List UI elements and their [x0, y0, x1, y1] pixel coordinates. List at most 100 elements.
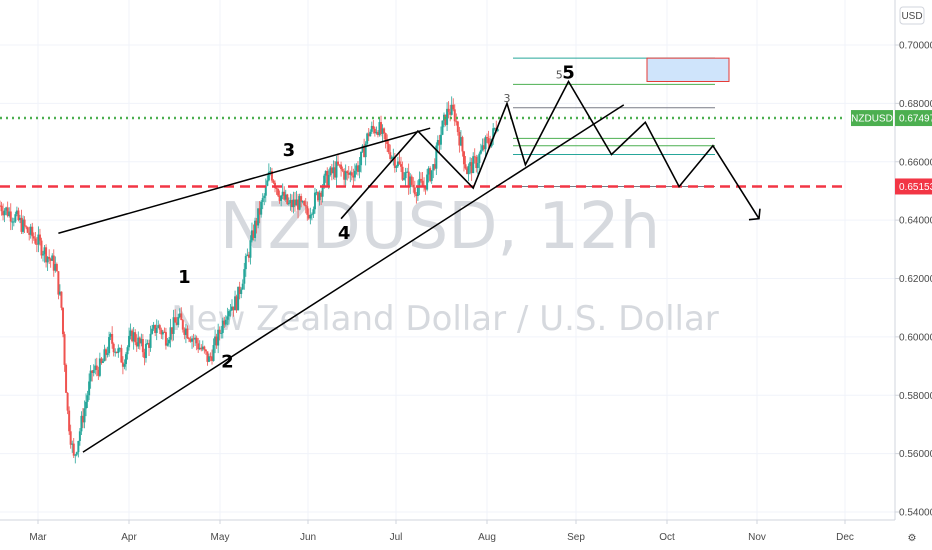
candle-body [337, 161, 339, 165]
candle-body [155, 327, 158, 333]
candle-body [22, 219, 25, 232]
wave-projection-path[interactable] [340, 79, 760, 220]
candle-body [484, 137, 487, 150]
candle-body [5, 207, 8, 211]
candle-body [186, 328, 189, 339]
candle-body [221, 320, 224, 333]
candle-body [243, 269, 246, 284]
currency-button[interactable]: USD [899, 6, 925, 25]
time-tick-label: Jul [390, 532, 403, 543]
candle-body [220, 332, 223, 334]
candle-body [0, 205, 1, 207]
candle-body [320, 192, 323, 197]
candle-body [304, 205, 307, 207]
candle-body [6, 207, 9, 217]
candle-body [172, 317, 175, 334]
candle-body [481, 145, 484, 151]
candle-body [17, 210, 20, 221]
candle-body [432, 164, 435, 171]
wedge-trendline[interactable] [82, 104, 625, 453]
price-axis[interactable]: USD 0.70000 0.68000 0.66000 0.64000 0.62000 0.… [851, 0, 932, 550]
settings-gear-icon[interactable]: ⚙ [908, 533, 917, 544]
candle-body [384, 133, 387, 141]
candle-body [134, 332, 137, 343]
candle-body [14, 214, 17, 222]
candle-body [55, 264, 58, 272]
candle-body [149, 333, 152, 348]
candle-body [25, 226, 28, 228]
candle-body [137, 337, 140, 347]
candle-body [369, 131, 372, 137]
candle-body [306, 206, 309, 215]
candle-body [215, 336, 218, 346]
candle-body [71, 443, 74, 445]
candle-body [496, 129, 499, 131]
candle-body [323, 175, 326, 188]
candle-body [124, 354, 127, 365]
wedge-trendline[interactable] [58, 127, 431, 234]
candle-body [401, 166, 404, 180]
candle-body [72, 443, 75, 456]
price-tick-label: 0.70000 [899, 41, 932, 52]
candle-body [409, 176, 412, 188]
candle-body [92, 369, 95, 373]
candle-body [295, 199, 298, 206]
candle-body [61, 307, 64, 335]
candle-body [144, 343, 147, 359]
candle-body [111, 334, 114, 344]
candle-body [129, 330, 132, 336]
small-wave-label: 3 [504, 92, 511, 105]
candle-body [464, 164, 467, 169]
watermark-subtitle: New Zealand Dollar / U.S. Dollar [171, 299, 719, 339]
candle-body [48, 256, 51, 259]
candle-body [254, 220, 257, 238]
candle-body [115, 351, 118, 353]
candle-body [203, 346, 206, 350]
candle-body [152, 324, 155, 329]
candle-body [45, 247, 48, 263]
candle-body [240, 289, 243, 294]
candle-body [329, 167, 332, 175]
candle-body [94, 365, 97, 370]
candle-body [413, 187, 416, 195]
candle-body [58, 291, 61, 295]
candle-body [121, 362, 124, 367]
level-price-tag: 0.67497 [895, 110, 932, 127]
candle-body [272, 180, 275, 183]
candle-body [450, 104, 453, 115]
candle-body [2, 211, 5, 216]
candle-body [151, 328, 154, 334]
drawings[interactable] [58, 79, 761, 453]
candle-body [227, 311, 230, 317]
horizontal-levels[interactable] [0, 116, 845, 188]
candle-body [161, 331, 164, 335]
candle-body [158, 325, 161, 330]
candle-body [211, 356, 214, 361]
candle-body [493, 128, 496, 130]
candle-body [198, 347, 201, 350]
candle-body [238, 286, 241, 294]
candle-body [31, 226, 34, 237]
candle-body [66, 392, 69, 411]
candle-body [404, 172, 407, 179]
candle-body [42, 254, 45, 256]
time-axis[interactable]: Mar Apr May Jun Jul Aug Sep Oct Nov Dec ⚙ [0, 519, 917, 550]
candle-body [376, 131, 379, 136]
candle-body [326, 170, 329, 186]
candle-body [171, 327, 174, 334]
candle-body [38, 234, 41, 241]
candle-body [429, 168, 432, 181]
candle-body [263, 195, 266, 199]
wave-label: 2 [221, 352, 234, 373]
candle-body [318, 192, 321, 201]
candle-body [269, 171, 272, 173]
candle-body [237, 286, 240, 311]
candle-body [418, 178, 421, 188]
candle-body [154, 324, 157, 333]
candle-body [317, 192, 320, 201]
price-tick-label: 0.58000 [899, 391, 932, 402]
candle-body [131, 330, 134, 342]
candle-body [373, 128, 376, 134]
